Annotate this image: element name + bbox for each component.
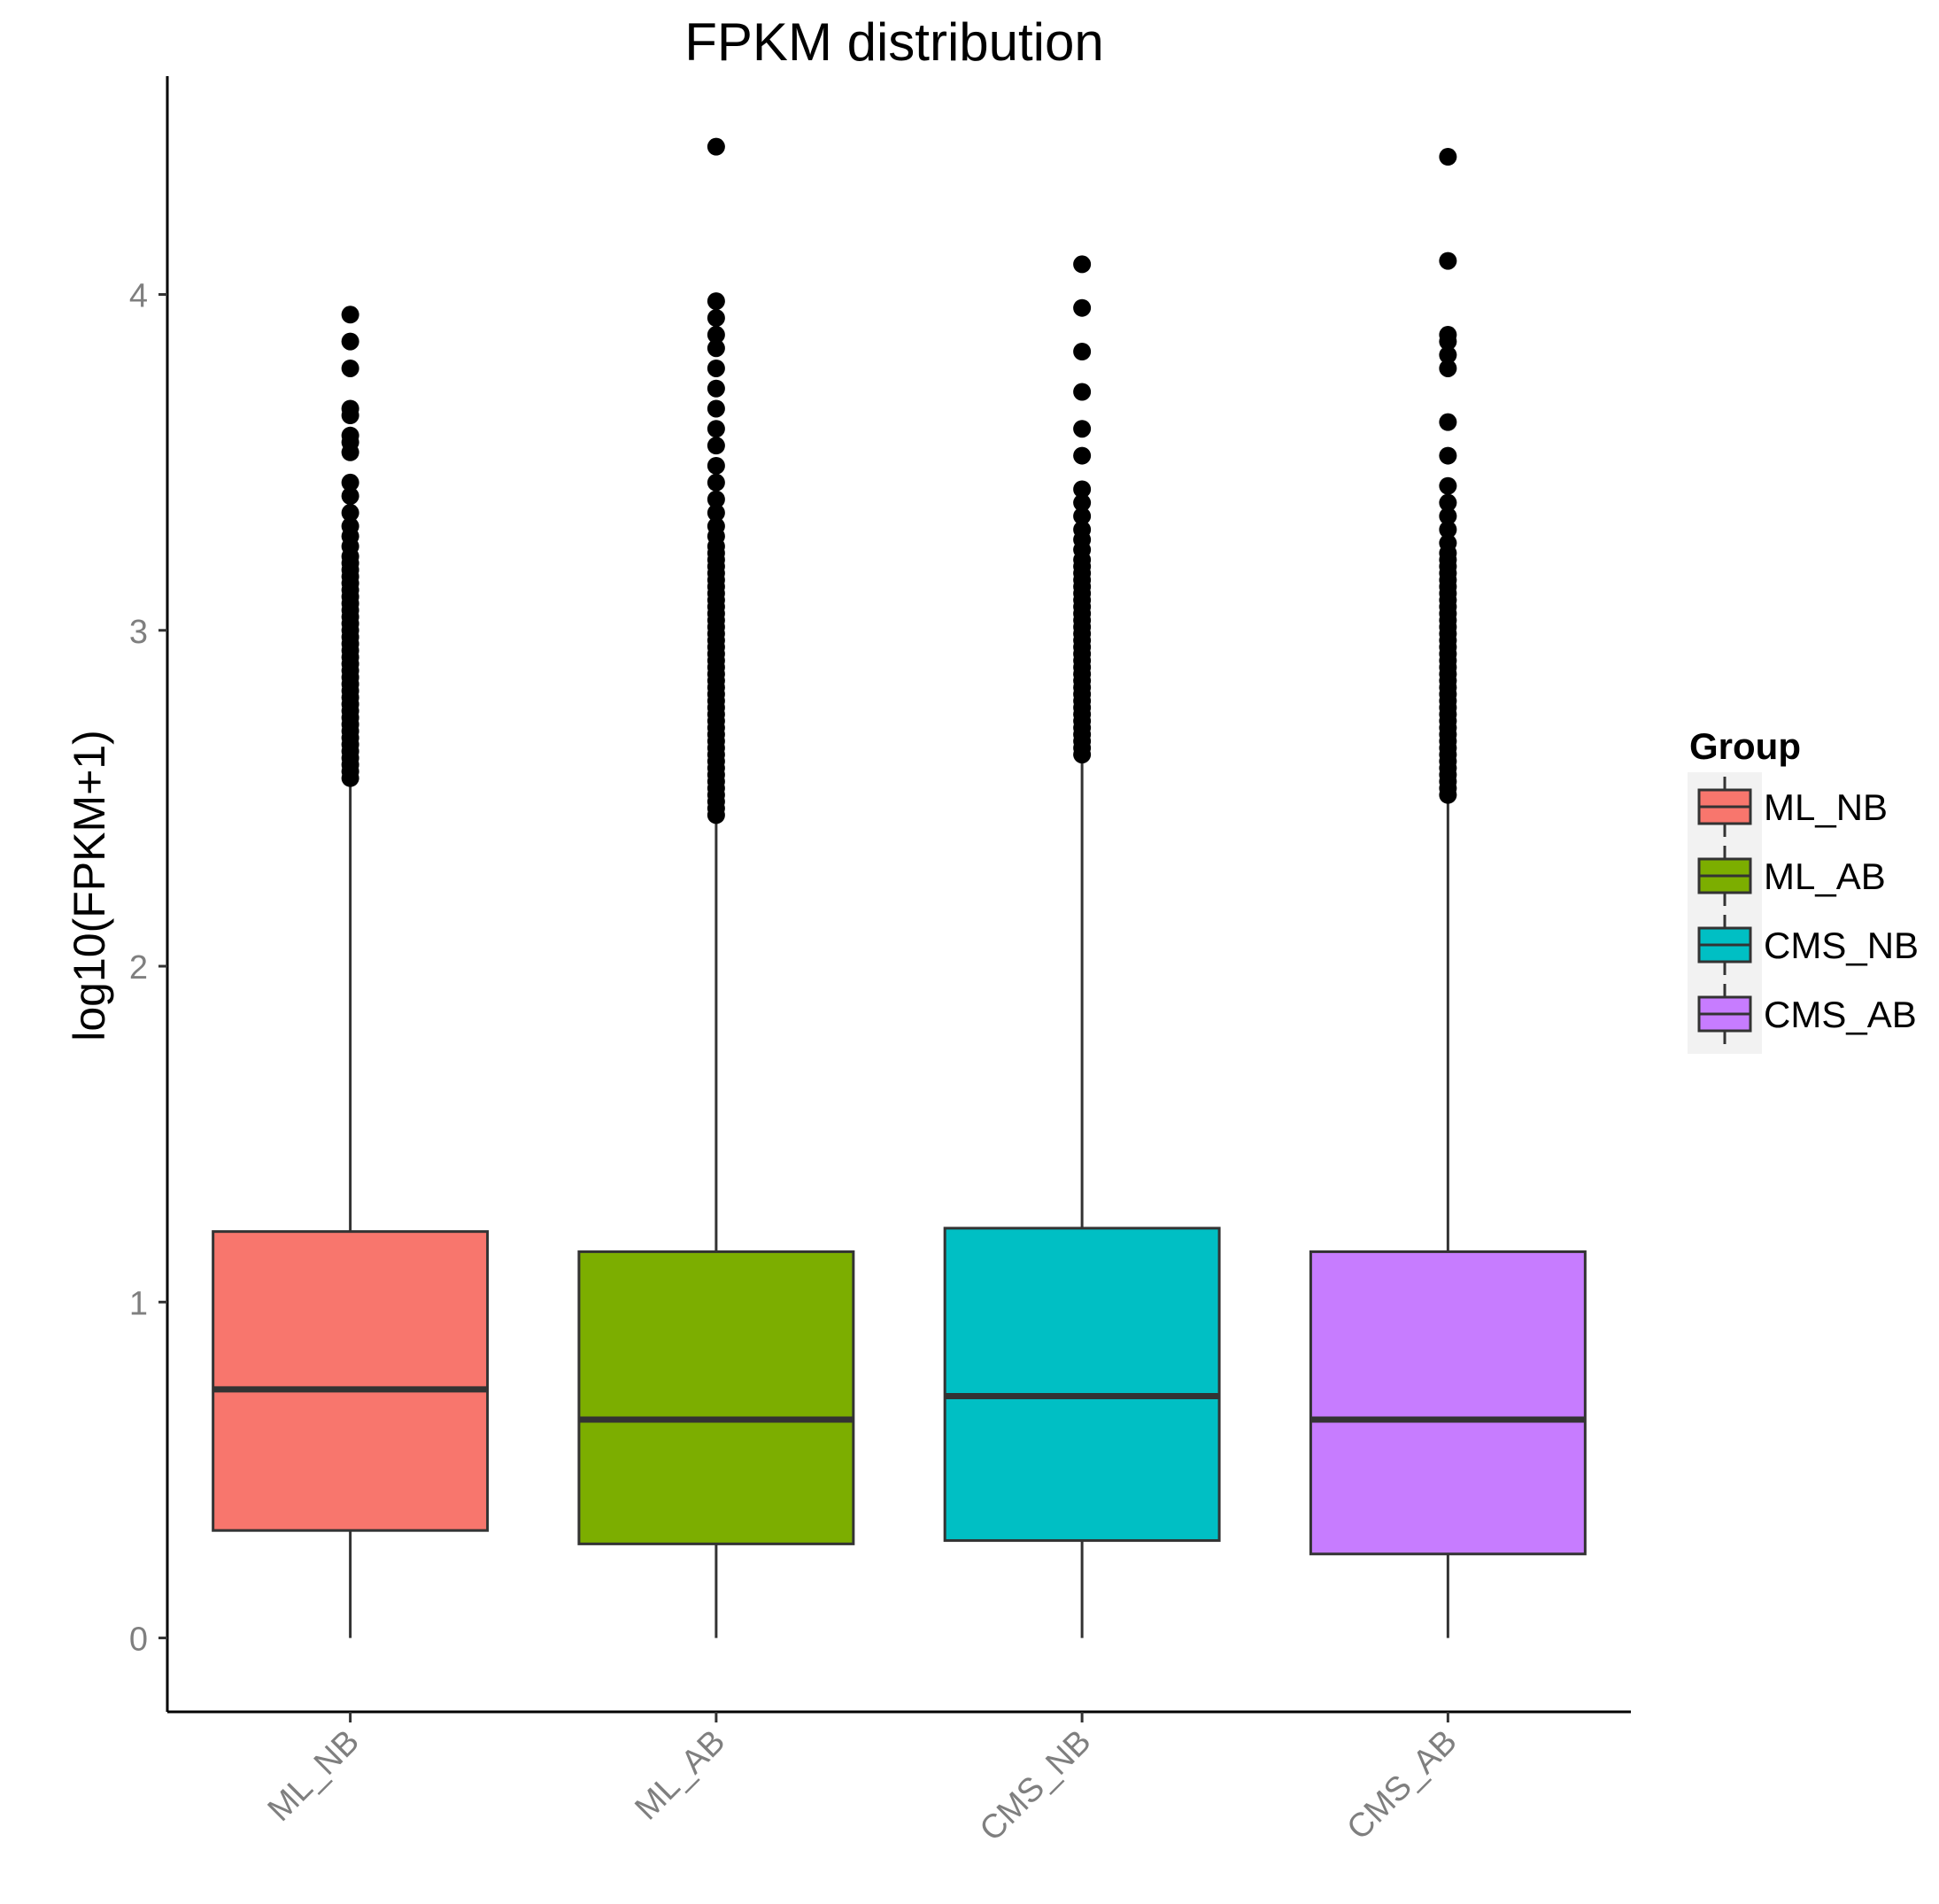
outlier-point — [707, 456, 725, 475]
legend: Group ML_NB ML_AB CMS_NB CMS_AB — [1688, 725, 1919, 1054]
y-ticks: 0 1 2 3 4 — [129, 278, 167, 1659]
y-axis-label: log10(FPKM+1) — [65, 730, 114, 1041]
outlier-point — [1439, 326, 1457, 344]
outlier-point — [341, 517, 359, 536]
outlier-point — [1073, 480, 1092, 499]
outlier-point — [341, 399, 359, 418]
legend-label: ML_NB — [1764, 786, 1888, 828]
outlier-point — [1439, 476, 1457, 495]
legend-item-ML_AB: ML_AB — [1697, 846, 1886, 906]
x-ticks: ML_NB ML_AB CMS_NB CMS_AB — [261, 1712, 1464, 1848]
outlier-point — [341, 504, 359, 522]
box-CMS_NB — [943, 255, 1221, 1638]
outlier-point — [1439, 252, 1457, 270]
iqr-box — [943, 1227, 1221, 1543]
outlier-point — [1073, 298, 1092, 317]
outlier-point — [341, 487, 359, 506]
outlier-point — [341, 332, 359, 351]
outlier-point — [1073, 383, 1092, 401]
legend-label: ML_AB — [1764, 855, 1886, 897]
iqr-box — [1309, 1250, 1587, 1556]
legend-title: Group — [1689, 725, 1801, 767]
outlier-point — [707, 490, 725, 508]
outlier-point — [1073, 446, 1092, 465]
outlier-point — [707, 379, 725, 398]
box-ML_NB — [212, 306, 490, 1638]
outlier-point — [1439, 446, 1457, 465]
outlier-point — [341, 359, 359, 377]
legend-items: ML_NB ML_AB CMS_NB CMS_AB — [1697, 777, 1919, 1044]
outlier-point — [1439, 507, 1457, 525]
outlier-point — [707, 326, 725, 344]
box-CMS_AB — [1309, 148, 1587, 1638]
outlier-point — [707, 517, 725, 536]
plot-area — [212, 137, 1587, 1638]
outlier-point — [1073, 507, 1092, 525]
outlier-point — [1073, 342, 1092, 360]
y-tick-label: 2 — [129, 949, 148, 987]
outlier-point — [1439, 534, 1457, 553]
legend-label: CMS_NB — [1764, 925, 1919, 966]
outlier-point — [1439, 148, 1457, 166]
iqr-box — [212, 1230, 490, 1532]
legend-item-CMS_NB: CMS_NB — [1697, 915, 1919, 975]
outlier-point — [707, 359, 725, 377]
outlier-point — [707, 339, 725, 358]
outlier-point — [341, 426, 359, 445]
outlier-point — [341, 306, 359, 324]
x-tick-label: ML_NB — [261, 1723, 367, 1829]
legend-item-CMS_AB: CMS_AB — [1697, 984, 1917, 1044]
y-tick-label: 4 — [129, 278, 148, 315]
outlier-point — [1073, 493, 1092, 512]
outlier-point — [1439, 413, 1457, 431]
legend-item-ML_NB: ML_NB — [1697, 777, 1888, 837]
iqr-box — [577, 1250, 855, 1545]
outlier-point — [707, 399, 725, 418]
outlier-point — [707, 137, 725, 156]
outlier-point — [1439, 345, 1457, 364]
y-tick-label: 3 — [129, 614, 148, 651]
outlier-point — [707, 473, 725, 491]
outlier-point — [1439, 359, 1457, 377]
x-tick-label: CMS_AB — [1340, 1723, 1464, 1847]
y-tick-label: 0 — [129, 1621, 148, 1659]
outlier-point — [341, 473, 359, 491]
outlier-point — [1439, 493, 1457, 512]
outlier-point — [707, 437, 725, 455]
x-tick-label: ML_AB — [628, 1723, 732, 1828]
chart-title: FPKM distribution — [684, 12, 1104, 72]
y-tick-label: 1 — [129, 1285, 148, 1322]
axes — [166, 76, 1631, 1714]
outlier-point — [707, 420, 725, 438]
outlier-point — [707, 309, 725, 328]
outlier-point — [1073, 420, 1092, 438]
outlier-point — [707, 292, 725, 311]
outlier-point — [1439, 521, 1457, 539]
legend-label: CMS_AB — [1764, 994, 1917, 1035]
outlier-point — [1073, 255, 1092, 274]
outlier-point — [707, 504, 725, 522]
outlier-point — [1073, 521, 1092, 539]
x-tick-label: CMS_NB — [973, 1723, 1099, 1849]
box-ML_AB — [577, 137, 855, 1638]
